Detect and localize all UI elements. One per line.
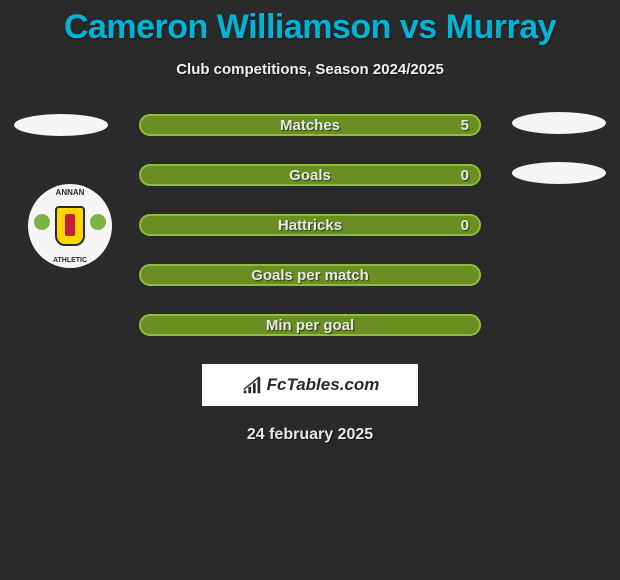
- player-right-placeholder-2-icon: [512, 162, 606, 184]
- stat-pill-hattricks: Hattricks 0: [139, 214, 481, 236]
- stat-row: Goals per match: [0, 264, 620, 286]
- stat-label: Goals: [289, 167, 331, 184]
- stat-pill-matches: Matches 5: [139, 114, 481, 136]
- stat-value: 5: [461, 117, 469, 134]
- logo-text: FcTables.com: [267, 375, 380, 395]
- stat-pill-goals-per-match: Goals per match: [139, 264, 481, 286]
- stat-label: Hattricks: [278, 217, 342, 234]
- player-left-placeholder-icon: [14, 114, 108, 136]
- stat-value: 0: [461, 167, 469, 184]
- stat-value: 0: [461, 217, 469, 234]
- thistle-right-icon: [90, 214, 106, 230]
- subtitle: Club competitions, Season 2024/2025: [0, 61, 620, 78]
- badge-bottom-text: ATHLETIC: [28, 257, 112, 264]
- player-right-placeholder-icon: [512, 112, 606, 134]
- stats-area: ANNAN ATHLETIC Matches 5 Goals 0 Hattric…: [0, 114, 620, 336]
- fctables-logo[interactable]: FcTables.com: [202, 364, 418, 406]
- stat-label: Goals per match: [251, 267, 369, 284]
- stat-label: Matches: [280, 117, 340, 134]
- stat-pill-min-per-goal: Min per goal: [139, 314, 481, 336]
- stat-label: Min per goal: [266, 317, 354, 334]
- bar-chart-icon: [241, 374, 263, 396]
- stat-pill-goals: Goals 0: [139, 164, 481, 186]
- date-text: 24 february 2025: [0, 426, 620, 444]
- page-title: Cameron Williamson vs Murray: [0, 0, 620, 47]
- stat-row: Min per goal: [0, 314, 620, 336]
- club-badge: ANNAN ATHLETIC: [28, 184, 112, 268]
- thistle-left-icon: [34, 214, 50, 230]
- badge-top-text: ANNAN: [28, 188, 112, 197]
- shield-icon: [55, 206, 85, 246]
